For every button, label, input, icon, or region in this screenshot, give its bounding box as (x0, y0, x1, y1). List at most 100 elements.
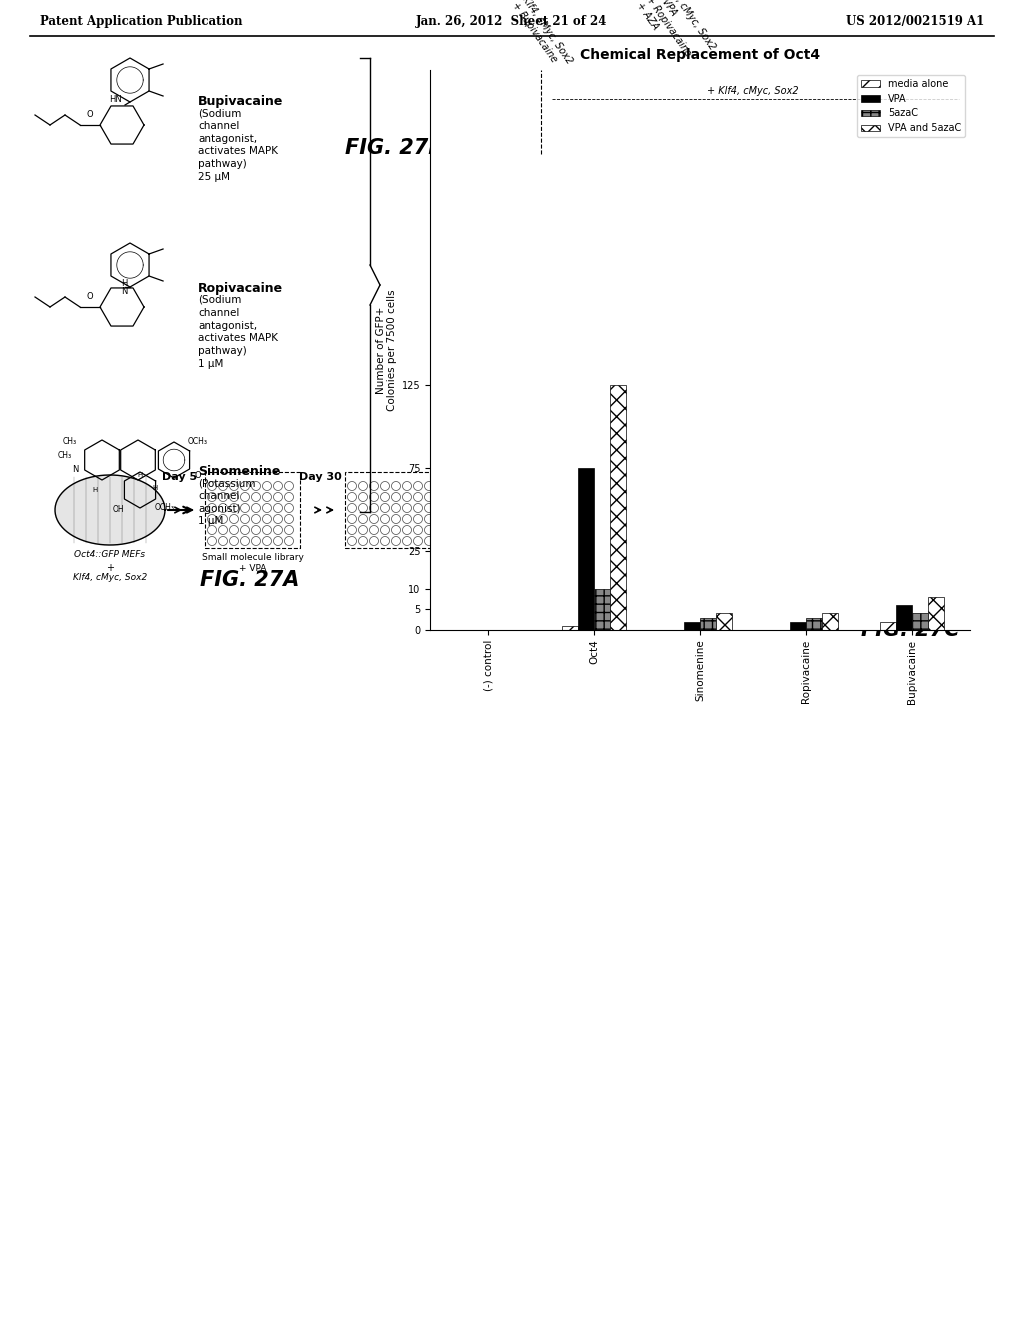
Circle shape (391, 482, 400, 491)
Circle shape (241, 515, 250, 524)
Text: Detect GFP+: Detect GFP+ (449, 477, 517, 487)
Text: (Sodium
channel
antagonist,
activates MAPK
pathway)
1 μM: (Sodium channel antagonist, activates MA… (198, 294, 278, 370)
Circle shape (425, 525, 433, 535)
Text: +: + (106, 564, 114, 573)
Circle shape (208, 515, 216, 524)
Bar (574, 199, 694, 314)
Circle shape (252, 515, 260, 524)
Circle shape (208, 503, 216, 512)
Circle shape (252, 536, 260, 545)
Text: CH₃: CH₃ (58, 450, 72, 459)
Text: (Sodium
channel
antagonist,
activates MAPK
pathway)
25 μM: (Sodium channel antagonist, activates MA… (198, 108, 278, 182)
Circle shape (358, 492, 368, 502)
Legend: media alone, VPA, 5azaC, VPA and 5azaC: media alone, VPA, 5azaC, VPA and 5azaC (857, 75, 966, 137)
Circle shape (347, 515, 356, 524)
Circle shape (592, 152, 608, 168)
Circle shape (460, 145, 480, 165)
Circle shape (241, 536, 250, 545)
Text: CH₃: CH₃ (62, 437, 77, 446)
Bar (450, 199, 570, 314)
Circle shape (273, 515, 283, 524)
Circle shape (218, 503, 227, 512)
Circle shape (515, 110, 535, 129)
Bar (684, 622, 700, 630)
Circle shape (229, 536, 239, 545)
Bar (700, 618, 716, 630)
Circle shape (402, 492, 412, 502)
Text: Oct4::GFP MEFs: Oct4::GFP MEFs (75, 550, 145, 558)
Circle shape (485, 129, 495, 140)
Circle shape (414, 503, 423, 512)
Text: O: O (87, 110, 93, 119)
Text: FIG. 27C: FIG. 27C (861, 620, 961, 640)
Circle shape (402, 482, 412, 491)
Circle shape (218, 515, 227, 524)
Text: US 2012/0021519 A1: US 2012/0021519 A1 (846, 16, 984, 29)
Bar (928, 597, 943, 630)
Circle shape (208, 492, 216, 502)
Text: Bupivacaine: Bupivacaine (198, 95, 284, 108)
Circle shape (358, 503, 368, 512)
Circle shape (241, 525, 250, 535)
Text: N: N (72, 466, 78, 474)
Circle shape (370, 536, 379, 545)
Circle shape (505, 170, 515, 180)
Bar (345, 473, 440, 548)
Circle shape (425, 492, 433, 502)
Text: + Klf4, cMyc, Sox2: + Klf4, cMyc, Sox2 (708, 86, 799, 96)
Circle shape (273, 503, 283, 512)
Circle shape (208, 525, 216, 535)
Circle shape (602, 112, 618, 128)
Bar (610, 385, 626, 630)
Circle shape (473, 115, 483, 125)
Circle shape (414, 482, 423, 491)
Text: H: H (121, 279, 127, 288)
Text: OCH₃: OCH₃ (188, 437, 208, 446)
Circle shape (241, 503, 250, 512)
Circle shape (381, 492, 389, 502)
Circle shape (347, 536, 356, 545)
Text: Klf4, cMyc, Sox2: Klf4, cMyc, Sox2 (73, 573, 147, 582)
Circle shape (632, 147, 648, 162)
Bar (806, 618, 822, 630)
Circle shape (500, 165, 520, 185)
Circle shape (391, 525, 400, 535)
Text: O: O (87, 292, 93, 301)
Circle shape (252, 525, 260, 535)
Circle shape (381, 482, 389, 491)
Circle shape (402, 515, 412, 524)
Text: H: H (153, 484, 158, 491)
Circle shape (262, 482, 271, 491)
Circle shape (347, 525, 356, 535)
Text: Day 5: Day 5 (163, 473, 198, 482)
Circle shape (229, 503, 239, 512)
Bar (716, 614, 732, 630)
Circle shape (391, 503, 400, 512)
Bar (790, 622, 806, 630)
Text: Klf4, cMyc, Sox2
+ VPA
+ Ropivacaine
+ AZA: Klf4, cMyc, Sox2 + VPA + Ropivacaine + A… (634, 0, 717, 73)
Circle shape (208, 536, 216, 545)
Circle shape (391, 515, 400, 524)
Circle shape (465, 150, 475, 160)
Circle shape (241, 492, 250, 502)
Circle shape (285, 482, 294, 491)
Text: Day 30: Day 30 (299, 473, 341, 482)
Circle shape (617, 127, 633, 143)
Circle shape (425, 515, 433, 524)
Circle shape (425, 482, 433, 491)
Text: H: H (137, 473, 142, 478)
Circle shape (402, 503, 412, 512)
Circle shape (358, 482, 368, 491)
Circle shape (358, 525, 368, 535)
Circle shape (218, 525, 227, 535)
Circle shape (414, 536, 423, 545)
Circle shape (262, 503, 271, 512)
Circle shape (381, 536, 389, 545)
Circle shape (370, 515, 379, 524)
Text: OCH₃: OCH₃ (155, 503, 175, 512)
Circle shape (347, 492, 356, 502)
Text: (Potassium
channel
agonist)
1 μM: (Potassium channel agonist) 1 μM (198, 478, 256, 527)
Circle shape (425, 536, 433, 545)
Text: OH: OH (113, 506, 124, 515)
Text: colonies: colonies (449, 490, 494, 500)
